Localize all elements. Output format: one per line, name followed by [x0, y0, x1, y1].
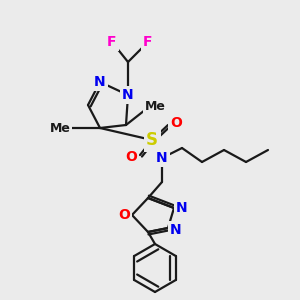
- Text: F: F: [107, 35, 117, 49]
- Text: N: N: [94, 75, 106, 89]
- Text: N: N: [176, 201, 188, 215]
- Text: N: N: [170, 223, 182, 237]
- Text: Me: Me: [145, 100, 165, 113]
- Text: S: S: [146, 131, 158, 149]
- Text: O: O: [118, 208, 130, 222]
- Text: N: N: [122, 88, 134, 102]
- Text: Me: Me: [50, 122, 70, 134]
- Text: N: N: [156, 151, 168, 165]
- Text: F: F: [143, 35, 153, 49]
- Text: O: O: [170, 116, 182, 130]
- Text: O: O: [125, 150, 137, 164]
